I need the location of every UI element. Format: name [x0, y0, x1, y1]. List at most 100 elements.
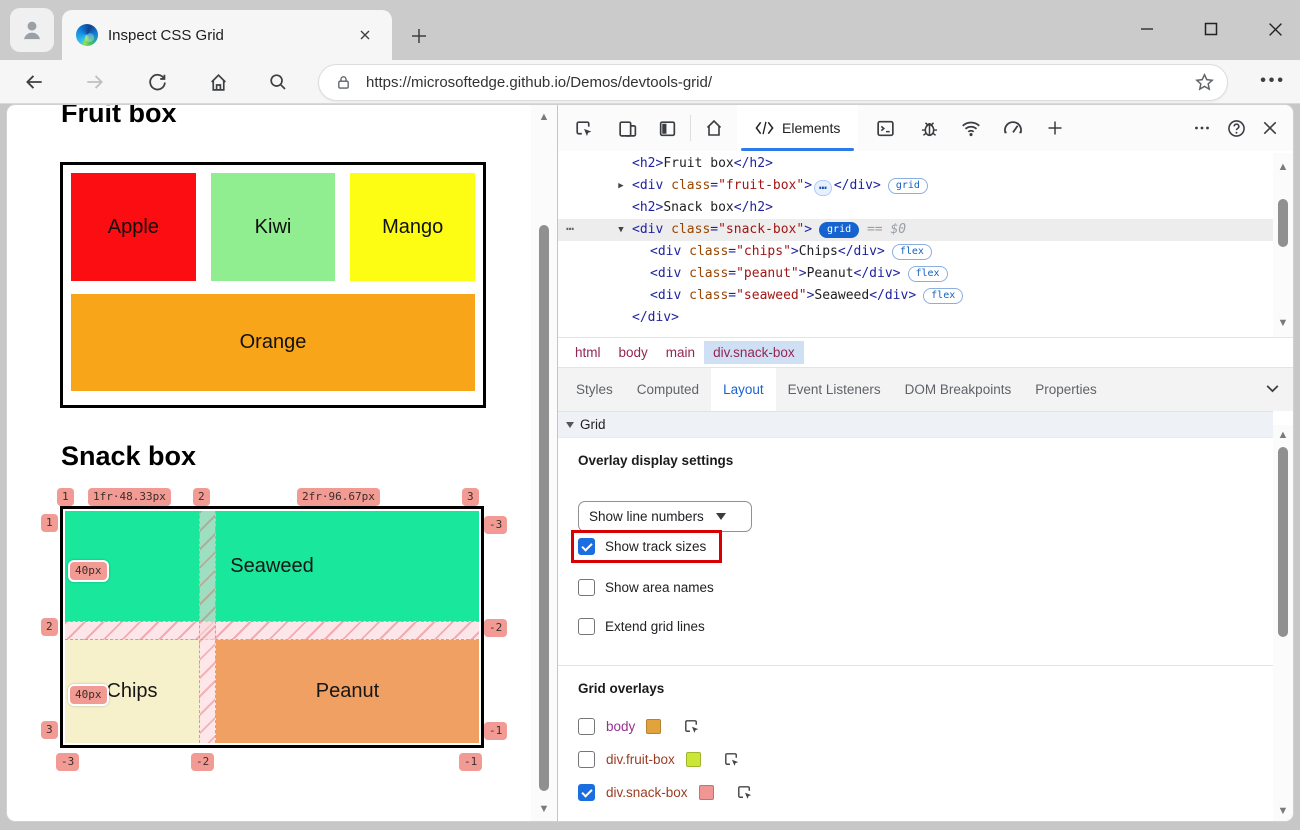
- dock-side-icon[interactable]: [650, 111, 684, 145]
- snack-item-seaweed: Seaweed: [65, 511, 479, 621]
- chevron-down-icon[interactable]: [1264, 380, 1281, 397]
- refresh-button[interactable]: [141, 66, 173, 98]
- scroll-down-icon[interactable]: ▼: [538, 803, 550, 815]
- tab-layout[interactable]: Layout: [711, 368, 776, 411]
- grid-section-header[interactable]: Grid: [558, 411, 1273, 438]
- grid-line-number: 1: [41, 514, 58, 532]
- devtools-help-icon[interactable]: [1219, 111, 1253, 145]
- reveal-element-icon[interactable]: [735, 783, 754, 802]
- overlay-color-swatch[interactable]: [698, 785, 714, 800]
- layout-scrollbar-thumb[interactable]: [1278, 447, 1288, 637]
- devtools-home-icon[interactable]: [697, 111, 731, 145]
- breadcrumb-item-html[interactable]: html: [575, 345, 601, 360]
- scroll-up-icon[interactable]: ▲: [538, 111, 550, 123]
- scroll-down-icon[interactable]: ▼: [1277, 805, 1289, 817]
- tree-line[interactable]: ▶ <div class="fruit-box">… </div> grid: [558, 175, 1273, 197]
- disclosure-arrow-icon[interactable]: ▶: [618, 181, 624, 191]
- tree-scrollbar-thumb[interactable]: [1278, 199, 1288, 247]
- tree-line[interactable]: <div class="seaweed">Seaweed</div> flex: [558, 285, 1273, 307]
- checkbox-row-show-area-names[interactable]: Show area names: [574, 574, 727, 601]
- scroll-up-icon[interactable]: ▲: [1277, 429, 1289, 441]
- close-window-button[interactable]: [1258, 14, 1292, 44]
- overlay-color-swatch[interactable]: [646, 719, 662, 734]
- badge-outline-flex[interactable]: flex: [907, 266, 948, 282]
- tab-event-listeners[interactable]: Event Listeners: [787, 382, 881, 397]
- code-token: </h2>: [733, 200, 773, 215]
- code-token: Chips: [798, 244, 838, 259]
- grid-line-number: -3: [484, 516, 508, 534]
- checkbox[interactable]: [578, 579, 595, 596]
- checkbox[interactable]: [578, 618, 595, 635]
- devtools-close-icon[interactable]: [1253, 111, 1287, 145]
- reveal-element-icon[interactable]: [682, 717, 701, 736]
- checkbox[interactable]: [578, 538, 595, 555]
- tree-scrollbar[interactable]: ▲ ▼: [1273, 153, 1293, 337]
- overlay-color-swatch[interactable]: [685, 752, 701, 767]
- grid-line-number: -2: [484, 619, 508, 637]
- browser-tab[interactable]: Inspect CSS Grid: [62, 10, 392, 60]
- back-button[interactable]: [18, 66, 50, 98]
- search-button[interactable]: [262, 66, 294, 98]
- tree-line[interactable]: <div class="peanut">Peanut</div> flex: [558, 263, 1273, 285]
- network-wifi-icon[interactable]: [954, 111, 988, 145]
- breadcrumb-item-body[interactable]: body: [618, 345, 648, 360]
- tree-line[interactable]: <h2>Snack box</h2>: [558, 197, 1273, 219]
- tree-line[interactable]: <div class="chips">Chips</div> flex: [558, 241, 1273, 263]
- forward-button[interactable]: [79, 66, 111, 98]
- tab-elements[interactable]: Elements: [737, 105, 859, 151]
- chips-label: Chips: [106, 680, 158, 702]
- home-button[interactable]: [202, 66, 234, 98]
- tab-computed[interactable]: Computed: [636, 382, 700, 397]
- browser-viewport: Fruit box Apple Kiwi Mango Orange Snack box…: [6, 104, 1294, 822]
- page-scrollbar[interactable]: ▲ ▼: [531, 105, 557, 821]
- page-scrollbar-thumb[interactable]: [539, 225, 549, 791]
- breadcrumb-item-div-snack-box[interactable]: div.snack-box: [704, 341, 804, 364]
- tab-styles[interactable]: Styles: [576, 382, 613, 397]
- tree-line[interactable]: </div>: [558, 307, 1273, 329]
- code-token: <div: [650, 244, 682, 259]
- tree-line[interactable]: <h2>Fruit box</h2>: [558, 153, 1273, 175]
- fruit-item-mango: Mango: [350, 173, 475, 281]
- line-numbers-dropdown[interactable]: Show line numbers: [578, 501, 752, 532]
- overlay-checkbox[interactable]: [578, 718, 595, 735]
- badge-outline-flex[interactable]: flex: [923, 288, 964, 304]
- tab-dom-breakpoints[interactable]: DOM Breakpoints: [904, 382, 1012, 397]
- layout-pane-scrollbar[interactable]: ▲ ▼: [1273, 425, 1293, 821]
- overlay-checkbox[interactable]: [578, 784, 595, 801]
- badge-outline-flex[interactable]: flex: [891, 244, 932, 260]
- scroll-down-icon[interactable]: ▼: [1277, 317, 1289, 329]
- section-collapse-icon[interactable]: [566, 421, 574, 428]
- url-text[interactable]: https://microsoftedge.github.io/Demos/de…: [366, 74, 713, 91]
- code-token: Fruit box: [663, 156, 734, 171]
- tree-line[interactable]: ⋯ ▼ <div class="snack-box"> grid == $0: [558, 219, 1273, 241]
- scroll-up-icon[interactable]: ▲: [1277, 161, 1289, 173]
- issues-bug-icon[interactable]: [912, 111, 946, 145]
- badge-outline-grid[interactable]: grid: [887, 178, 928, 194]
- console-panel-icon[interactable]: [868, 111, 902, 145]
- inspect-element-icon[interactable]: [566, 111, 600, 145]
- lock-icon: [338, 76, 349, 89]
- maximize-button[interactable]: [1194, 14, 1228, 44]
- devtools-panel: Elements: [557, 105, 1293, 821]
- devtools-menu-icon[interactable]: [1185, 111, 1219, 145]
- checkbox-row-extend-grid-lines[interactable]: Extend grid lines: [574, 613, 718, 640]
- profile-avatar[interactable]: [10, 8, 54, 52]
- address-bar[interactable]: https://microsoftedge.github.io/Demos/de…: [318, 64, 1228, 101]
- disclosure-arrow-icon[interactable]: ▼: [618, 225, 624, 235]
- checkbox-row-show-track-sizes[interactable]: Show track sizes: [574, 533, 719, 560]
- overlay-checkbox[interactable]: [578, 751, 595, 768]
- breadcrumb-item-main[interactable]: main: [665, 345, 696, 360]
- more-tabs-plus-icon[interactable]: [1038, 111, 1072, 145]
- performance-gauge-icon[interactable]: [996, 111, 1030, 145]
- code-token: ==: [859, 222, 891, 237]
- minimize-button[interactable]: [1130, 14, 1164, 44]
- more-actions-icon[interactable]: ⋯: [566, 222, 575, 237]
- favorite-star-icon[interactable]: [1194, 72, 1215, 93]
- new-tab-button[interactable]: [404, 21, 434, 51]
- badge-fill-grid[interactable]: grid: [819, 222, 860, 238]
- tab-close-icon[interactable]: [352, 22, 378, 48]
- reveal-element-icon[interactable]: [722, 750, 741, 769]
- device-emulation-icon[interactable]: [610, 111, 644, 145]
- browser-menu-button[interactable]: •••: [1260, 72, 1286, 89]
- tab-properties[interactable]: Properties: [1035, 382, 1097, 397]
